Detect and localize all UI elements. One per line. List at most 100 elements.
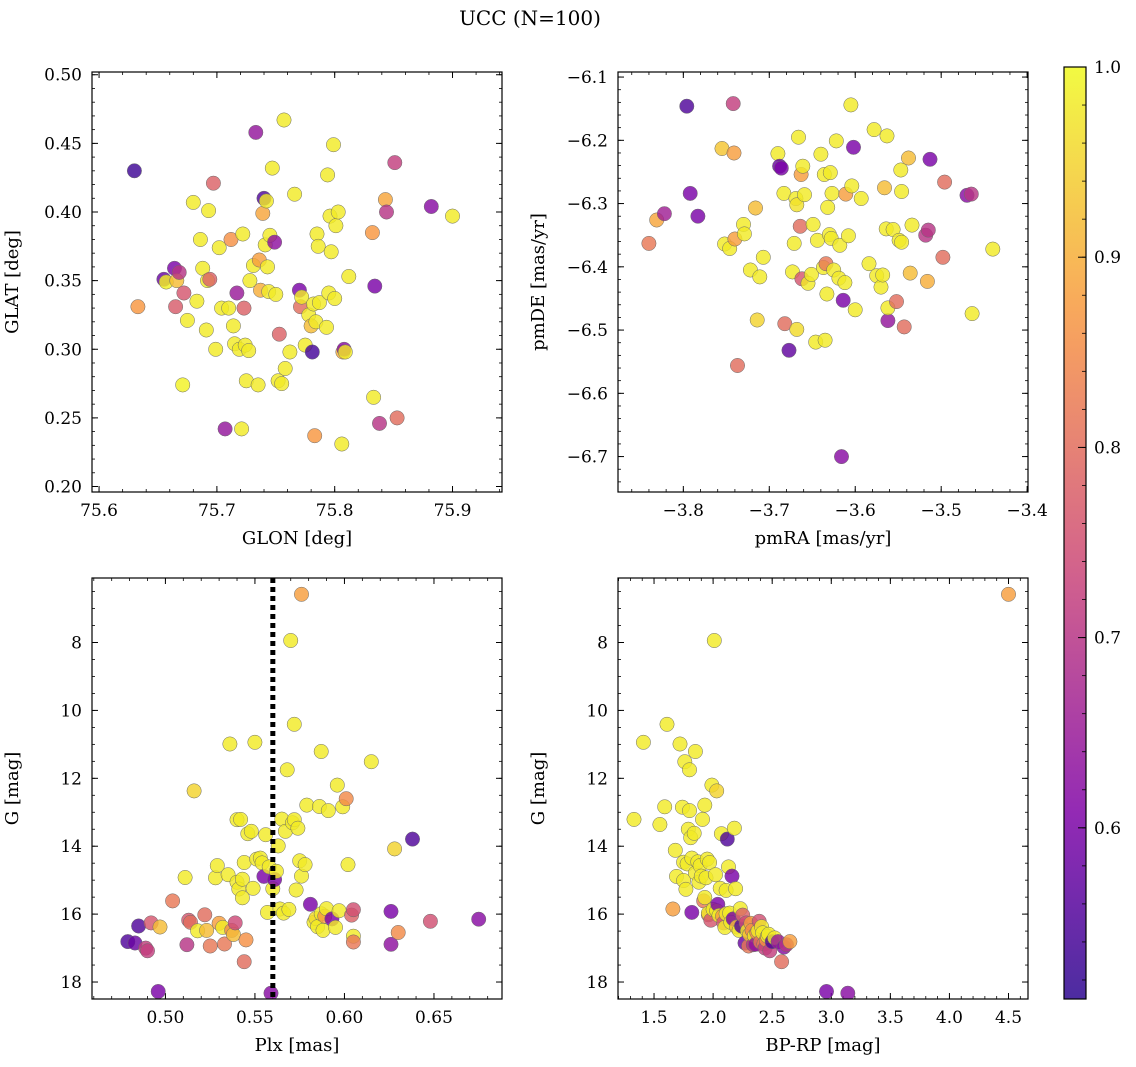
data-point bbox=[822, 165, 838, 181]
colorbar-tick-label: 0.6 bbox=[1094, 819, 1121, 839]
data-point bbox=[274, 376, 290, 392]
data-point bbox=[208, 341, 224, 357]
data-point bbox=[328, 919, 343, 935]
data-point bbox=[682, 762, 697, 778]
data-point bbox=[341, 269, 357, 284]
data-point bbox=[279, 762, 295, 778]
data-point bbox=[749, 312, 765, 328]
x-tick-label: 75.8 bbox=[316, 501, 354, 521]
data-point bbox=[130, 299, 146, 315]
data-point bbox=[236, 300, 252, 316]
data-point bbox=[748, 200, 763, 216]
x-tick-label: 0.50 bbox=[146, 1008, 184, 1028]
x-axis-label: GLON [deg] bbox=[242, 528, 352, 549]
data-point bbox=[837, 275, 853, 291]
data-point bbox=[250, 377, 266, 393]
data-point bbox=[345, 934, 361, 950]
data-point bbox=[327, 291, 343, 306]
data-point bbox=[832, 237, 848, 253]
data-point bbox=[682, 185, 698, 201]
data-point bbox=[304, 344, 320, 360]
data-point bbox=[168, 299, 184, 315]
data-point bbox=[268, 286, 284, 302]
colorbar-tick-label: 0.9 bbox=[1094, 248, 1121, 268]
data-point bbox=[706, 633, 722, 648]
data-point bbox=[225, 318, 241, 334]
colorbar-tick-label: 0.7 bbox=[1094, 629, 1121, 649]
data-point bbox=[271, 326, 287, 342]
data-point bbox=[724, 868, 740, 884]
data-point bbox=[387, 841, 403, 857]
minor-ticks bbox=[618, 578, 1028, 1000]
data-point bbox=[817, 332, 833, 348]
data-point bbox=[782, 934, 798, 950]
data-point bbox=[795, 158, 811, 174]
minor-ticks bbox=[92, 72, 502, 492]
data-point bbox=[805, 216, 821, 232]
data-point bbox=[340, 857, 356, 873]
data-point bbox=[264, 160, 280, 176]
data-point bbox=[234, 890, 250, 906]
data-point bbox=[920, 222, 936, 238]
data-point bbox=[786, 235, 802, 251]
data-point bbox=[338, 791, 354, 807]
x-tick-label: 4.0 bbox=[936, 1008, 963, 1028]
data-point bbox=[283, 633, 299, 648]
data-point bbox=[803, 266, 819, 282]
data-point bbox=[379, 204, 394, 220]
data-point bbox=[819, 984, 834, 999]
data-point bbox=[201, 203, 217, 219]
data-point bbox=[853, 191, 869, 206]
y-tick-label: 0.40 bbox=[44, 203, 82, 223]
data-point bbox=[222, 736, 238, 752]
data-point bbox=[725, 96, 741, 112]
data-point bbox=[363, 754, 379, 770]
data-point bbox=[861, 256, 877, 272]
y-tick-label: −6.6 bbox=[567, 384, 608, 404]
x-axis-label: BP-RP [mag] bbox=[765, 1035, 880, 1056]
data-point bbox=[665, 901, 681, 917]
data-point bbox=[227, 915, 243, 931]
panel-pmra-pmde: −3.8 −3.7 −3.6 −3.5 −3.4 −6.1 −6.2 −6.3 −6.4 −6.5… bbox=[528, 68, 1048, 549]
data-point bbox=[281, 901, 297, 917]
y-axis-label: G [mag] bbox=[528, 752, 549, 825]
y-axis-label: G [mag] bbox=[2, 752, 23, 825]
axes-frame bbox=[617, 577, 1029, 1000]
x-tick-label: 0.60 bbox=[326, 1008, 364, 1028]
colorbar-tick-label: 0.8 bbox=[1094, 438, 1121, 458]
x-tick-label: 0.65 bbox=[415, 1008, 453, 1028]
data-point bbox=[797, 187, 812, 203]
data-point bbox=[248, 124, 264, 140]
data-point bbox=[255, 205, 271, 221]
data-point bbox=[672, 736, 688, 752]
data-point bbox=[372, 415, 387, 431]
x-tick-label: −3.6 bbox=[835, 501, 876, 521]
data-point bbox=[686, 825, 702, 841]
data-point bbox=[405, 831, 420, 847]
colorbar-gradient bbox=[1064, 67, 1086, 999]
y-tick-label: −6.5 bbox=[567, 321, 608, 341]
x-tick-label: −3.5 bbox=[921, 501, 962, 521]
data-point bbox=[445, 208, 460, 224]
data-point bbox=[657, 799, 673, 815]
axes-frame bbox=[91, 577, 503, 1000]
y-tick-label: 12 bbox=[60, 769, 82, 789]
data-point bbox=[390, 925, 406, 940]
y-tick-label: −6.2 bbox=[567, 131, 608, 151]
axes-frame bbox=[91, 71, 503, 493]
y-tick-label: −6.7 bbox=[567, 448, 608, 468]
x-tick-label: −3.4 bbox=[1006, 501, 1047, 521]
x-tick-label: 75.7 bbox=[198, 501, 236, 521]
data-point bbox=[819, 286, 835, 302]
data-point bbox=[937, 174, 953, 190]
data-point bbox=[708, 867, 723, 883]
data-point bbox=[383, 903, 399, 919]
data-point bbox=[963, 186, 979, 202]
data-point bbox=[728, 881, 744, 897]
data-point bbox=[235, 226, 251, 242]
data-point bbox=[387, 155, 403, 171]
data-point bbox=[719, 831, 735, 847]
data-point bbox=[896, 319, 912, 335]
x-tick-label: 75.6 bbox=[80, 501, 118, 521]
